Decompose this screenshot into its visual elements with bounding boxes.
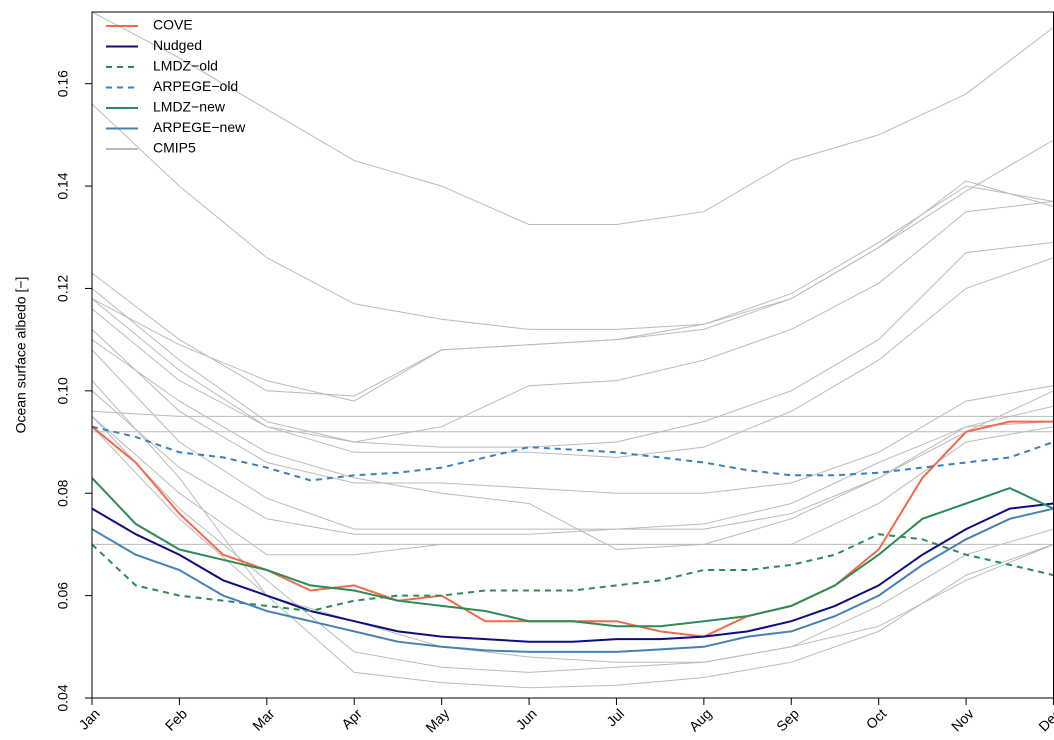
series-line bbox=[92, 502, 1054, 643]
x-tick-label: Aug bbox=[686, 705, 715, 734]
cmip5-line bbox=[92, 103, 1054, 330]
series-line bbox=[92, 507, 1054, 653]
series-line bbox=[92, 425, 1054, 482]
legend-label: LMDZ−old bbox=[153, 58, 218, 74]
y-tick-label: 0.14 bbox=[55, 172, 71, 199]
cmip5-line bbox=[92, 426, 1054, 689]
y-tick-label: 0.16 bbox=[55, 70, 71, 97]
legend-label: ARPEGE−old bbox=[153, 78, 238, 94]
x-tick-label: May bbox=[422, 705, 452, 735]
cmip5-line bbox=[92, 380, 1054, 663]
legend-label: LMDZ−new bbox=[153, 99, 226, 115]
x-tick-label: Dec bbox=[1035, 705, 1054, 734]
cmip5-line bbox=[92, 410, 1054, 417]
cmip5-line bbox=[92, 180, 1054, 402]
legend-label: CMIP5 bbox=[153, 140, 196, 156]
legend-label: Nudged bbox=[153, 37, 202, 53]
x-tick-label: Mar bbox=[249, 705, 278, 734]
cmip5-line bbox=[92, 416, 1054, 556]
cmip5-line bbox=[92, 339, 1054, 551]
series-line bbox=[92, 533, 1054, 613]
y-tick-label: 0.08 bbox=[55, 479, 71, 506]
cmip5-line bbox=[92, 329, 1054, 494]
cmip5-line bbox=[92, 257, 1054, 458]
series-line bbox=[92, 477, 1054, 628]
cmip5-line bbox=[92, 12, 1054, 225]
y-tick-label: 0.10 bbox=[55, 377, 71, 404]
y-axis-label: Ocean surface albedo [−] bbox=[13, 277, 29, 434]
cmip5-line bbox=[92, 200, 1054, 443]
y-tick-label: 0.06 bbox=[55, 582, 71, 609]
cmip5-line bbox=[92, 349, 1054, 530]
x-tick-label: Sep bbox=[773, 705, 802, 734]
x-tick-label: Jan bbox=[75, 705, 102, 732]
legend-label: ARPEGE−new bbox=[153, 119, 246, 135]
cmip5-line bbox=[92, 241, 1054, 448]
x-tick-label: Nov bbox=[948, 705, 977, 734]
y-tick-label: 0.04 bbox=[55, 684, 71, 711]
x-tick-label: Apr bbox=[338, 705, 365, 732]
legend-label: COVE bbox=[153, 17, 193, 33]
cmip5-line bbox=[92, 390, 1054, 535]
plot-frame bbox=[91, 11, 1054, 699]
x-tick-label: Feb bbox=[162, 705, 191, 734]
plot-lines bbox=[92, 12, 1054, 689]
x-tick-label: Oct bbox=[863, 705, 890, 732]
cmip5-line bbox=[92, 185, 1054, 397]
y-tick-label: 0.12 bbox=[55, 275, 71, 302]
x-tick-label: Jun bbox=[513, 705, 540, 732]
cmip5-line bbox=[92, 416, 1054, 673]
x-tick-label: Jul bbox=[603, 705, 627, 729]
